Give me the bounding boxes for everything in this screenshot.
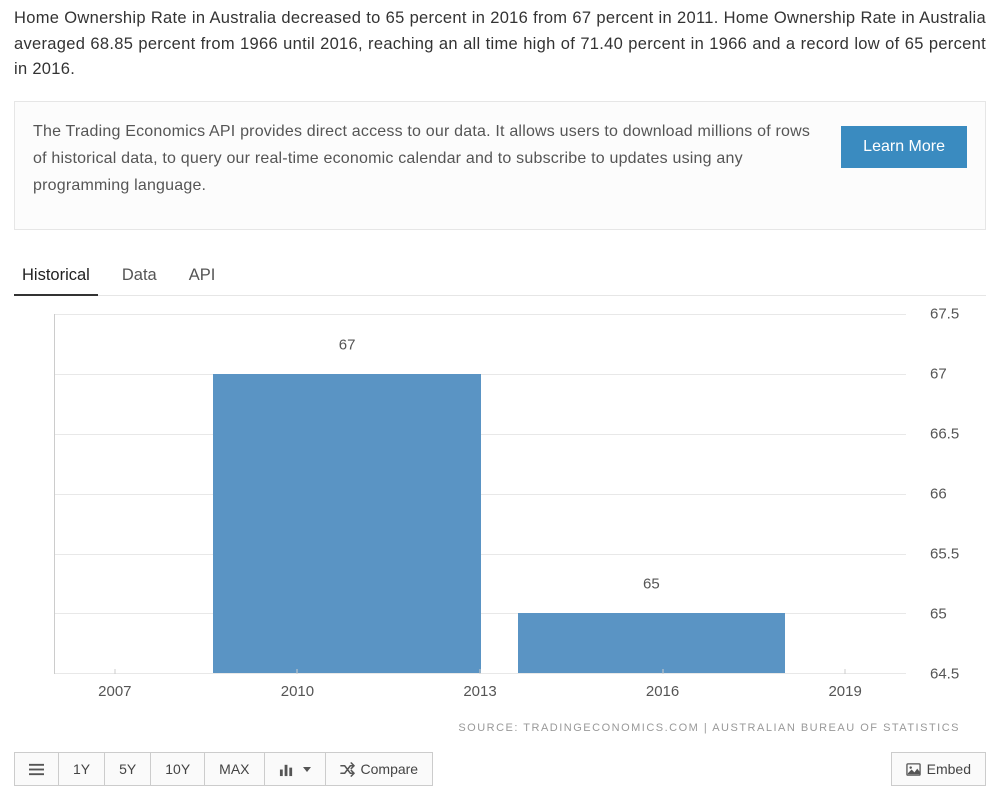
tab-data[interactable]: Data bbox=[120, 258, 159, 295]
chart-x-label: 2019 bbox=[828, 683, 861, 700]
chart-bar[interactable] bbox=[518, 613, 786, 673]
chart-x-label: 2013 bbox=[463, 683, 496, 700]
chart-gridline bbox=[55, 673, 906, 674]
chart-y-label: 65 bbox=[916, 606, 986, 623]
range-max-button[interactable]: MAX bbox=[204, 752, 264, 786]
chart-x-tick bbox=[662, 669, 663, 674]
api-promo-text: The Trading Economics API provides direc… bbox=[33, 118, 821, 200]
chart-y-label: 67.5 bbox=[916, 306, 986, 323]
chart-x-label: 2010 bbox=[281, 683, 314, 700]
chart-plot-area[interactable]: 67 65 bbox=[54, 314, 906, 674]
chart-y-label: 64.5 bbox=[916, 666, 986, 683]
chart-container: 6765 64.56565.56666.56767.52007201020132… bbox=[14, 314, 986, 714]
compare-button[interactable]: Compare bbox=[325, 752, 434, 786]
tab-historical[interactable]: Historical bbox=[20, 258, 92, 295]
chart-toolbar: 1Y 5Y 10Y MAX Compare Embed bbox=[14, 752, 986, 786]
chart-y-label: 67 bbox=[916, 366, 986, 383]
intro-paragraph: Home Ownership Rate in Australia decreas… bbox=[14, 6, 986, 83]
range-5y-button[interactable]: 5Y bbox=[104, 752, 151, 786]
chart-x-tick bbox=[297, 669, 298, 674]
chart-source-text: SOURCE: TRADINGECONOMICS.COM | AUSTRALIA… bbox=[14, 722, 960, 734]
chart-bar-label: 67 bbox=[339, 337, 356, 354]
chart-type-dropdown[interactable] bbox=[264, 752, 326, 786]
chart-x-tick bbox=[845, 669, 846, 674]
image-icon bbox=[906, 762, 921, 777]
chart-bar[interactable] bbox=[213, 374, 481, 673]
range-1y-button[interactable]: 1Y bbox=[58, 752, 105, 786]
chart-x-label: 2007 bbox=[98, 683, 131, 700]
tabs-bar: Historical Data API bbox=[14, 258, 986, 296]
chart-y-label: 66 bbox=[916, 486, 986, 503]
embed-button[interactable]: Embed bbox=[891, 752, 986, 786]
chart-gridline bbox=[55, 314, 906, 315]
chart-x-tick bbox=[114, 669, 115, 674]
list-icon bbox=[29, 762, 44, 777]
learn-more-button[interactable]: Learn More bbox=[841, 126, 967, 168]
api-promo-panel: The Trading Economics API provides direc… bbox=[14, 101, 986, 231]
chart-x-tick bbox=[480, 669, 481, 674]
list-view-button[interactable] bbox=[14, 752, 59, 786]
chevron-down-icon bbox=[303, 767, 311, 772]
compare-label: Compare bbox=[361, 761, 419, 777]
chart-y-label: 66.5 bbox=[916, 426, 986, 443]
embed-label: Embed bbox=[927, 761, 971, 777]
shuffle-icon bbox=[340, 762, 355, 777]
toolbar-right-group: Embed bbox=[891, 752, 986, 786]
chart-x-label: 2016 bbox=[646, 683, 679, 700]
toolbar-left-group: 1Y 5Y 10Y MAX Compare bbox=[14, 752, 433, 786]
bar-chart-icon bbox=[279, 762, 294, 777]
chart-y-label: 65.5 bbox=[916, 546, 986, 563]
chart-bar-label: 65 bbox=[643, 576, 660, 593]
tab-api[interactable]: API bbox=[187, 258, 218, 295]
range-10y-button[interactable]: 10Y bbox=[150, 752, 205, 786]
